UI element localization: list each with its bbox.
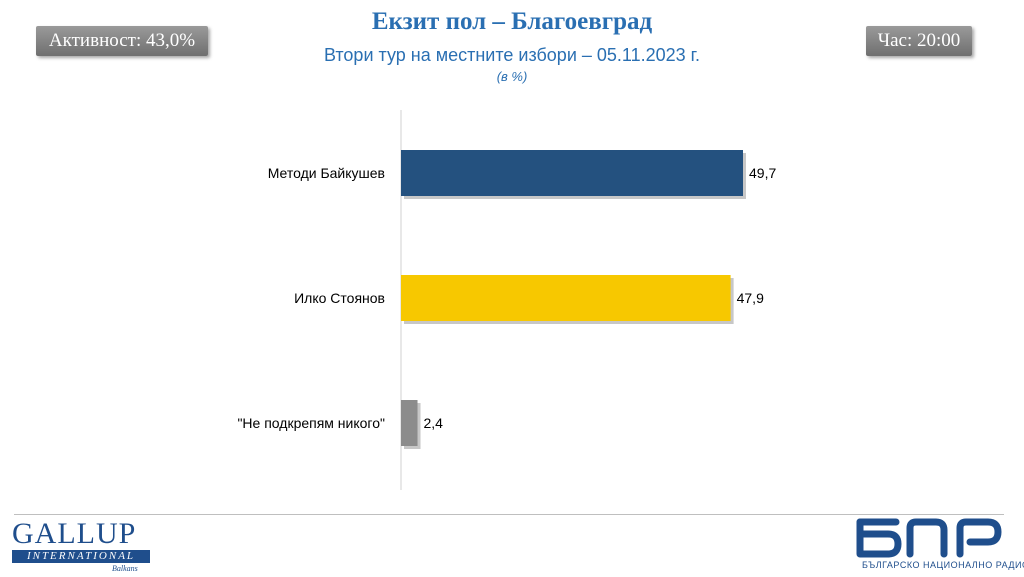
gallup-logo: GALLUP INTERNATIONAL Balkans	[12, 518, 154, 574]
chart-unit-label: (в %)	[496, 69, 528, 84]
chart-title: Екзит пол – Благоевград	[371, 8, 653, 35]
chart-subtitle: Втори тур на местните избори – 05.11.202…	[323, 45, 701, 65]
bnr-logo-mark	[856, 518, 1002, 558]
gallup-logo-word: GALLUP	[12, 517, 137, 550]
bar-0	[401, 150, 743, 196]
bnr-logo-sub: БЪЛГАРСКО НАЦИОНАЛНО РАДИО	[862, 560, 1024, 570]
value-label-0: 49,7	[749, 165, 776, 181]
value-label-2: 2,4	[424, 415, 444, 431]
turnout-badge: Активност: 43,0%	[36, 26, 208, 56]
footer-divider	[14, 514, 1004, 515]
category-label-0: Методи Байкушев	[268, 165, 385, 181]
bar-1	[401, 275, 731, 321]
bnr-logo: БЪЛГАРСКО НАЦИОНАЛНО РАДИО	[852, 516, 1024, 574]
gallup-logo-band: INTERNATIONAL	[12, 550, 150, 563]
bar-2	[401, 400, 418, 446]
category-label-2: "Не подкрепям никого"	[237, 415, 385, 431]
time-badge: Час: 20:00	[866, 26, 972, 56]
gallup-logo-sub: Balkans	[112, 564, 138, 573]
value-label-1: 47,9	[737, 290, 764, 306]
category-label-1: Илко Стоянов	[294, 290, 385, 306]
